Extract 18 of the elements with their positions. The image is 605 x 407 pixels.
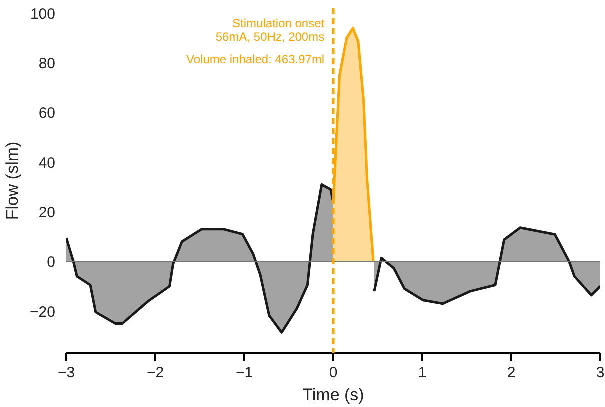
y-tick-label: 80 [38,56,56,73]
y-tick-label: 40 [38,154,56,172]
y-tick-label: 100 [30,6,56,23]
x-tick-label: 1 [418,364,427,382]
x-tick-label: 0 [329,364,338,382]
y-tick-label: 20 [38,204,56,222]
annotation: Stimulation onset 56mA, 50Hz, 200ms [216,16,326,44]
y-tick-label: −20 [30,304,56,321]
x-tick-label: −2 [146,364,164,382]
x-tick-label: 3 [596,364,605,382]
x-tick-label: 2 [507,364,516,382]
y-tick-label: 0 [47,254,56,272]
y-axis-title: Flow (slm) [3,142,22,220]
x-tick-label: −1 [236,364,254,382]
x-axis-title: Time (s) [302,386,364,404]
y-tick-label: 60 [38,105,56,122]
x-tick-label: −3 [58,364,76,382]
annotation: Volume inhaled: 463.97ml [186,52,325,66]
